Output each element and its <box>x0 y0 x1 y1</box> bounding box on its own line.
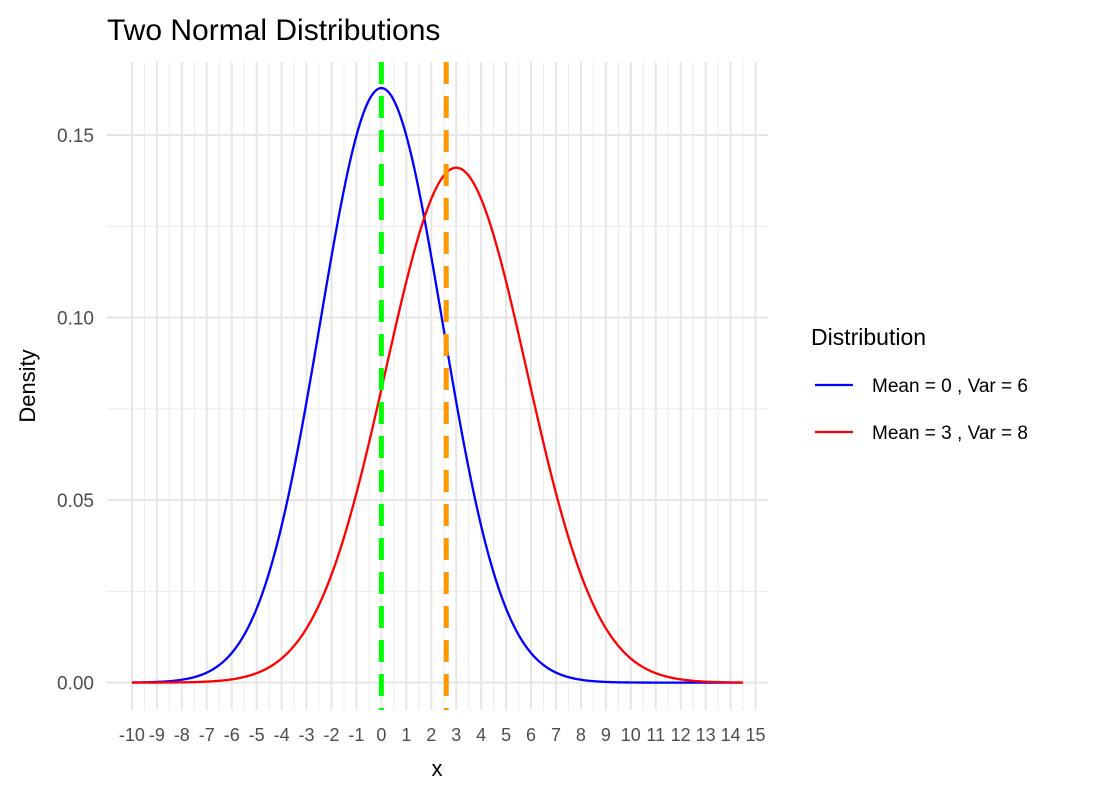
x-tick-label: -5 <box>249 725 265 745</box>
y-axis-label: Density <box>15 349 40 422</box>
x-tick-label: -3 <box>299 725 315 745</box>
y-tick-labels: 0.00 0.05 0.10 0.15 <box>57 126 94 695</box>
x-tick-label: -2 <box>323 725 339 745</box>
x-tick-label: 12 <box>671 725 691 745</box>
series-line-2 <box>131 166 744 684</box>
reference-lines <box>378 62 449 710</box>
x-tick-label: 8 <box>576 725 586 745</box>
x-tick-label: 7 <box>551 725 561 745</box>
x-tick-labels: -10 -9 -8 -7 -6 -5 -4 -3 -2 -1 0 1 2 3 4 5 6 7 8 9 10 11 12 13 1… <box>119 725 766 745</box>
y-tick-label: 0.10 <box>57 309 94 330</box>
series-line-1 <box>131 86 744 684</box>
x-tick-label: 5 <box>501 725 511 745</box>
grid <box>107 62 768 710</box>
series-lines <box>131 86 744 684</box>
x-tick-label: 11 <box>646 725 665 745</box>
x-tick-label: 14 <box>721 725 741 745</box>
x-tick-label: 13 <box>696 725 716 745</box>
x-tick-label: -1 <box>348 725 364 745</box>
x-tick-label: -7 <box>199 725 215 745</box>
legend-item: Mean = 0 , Var = 6 <box>815 376 1028 397</box>
legend: Distribution Mean = 0 , Var = 6 Mean = 3 … <box>811 324 1028 444</box>
x-tick-label: 0 <box>376 725 386 745</box>
x-tick-label: -10 <box>119 725 145 745</box>
legend-label: Mean = 3 , Var = 8 <box>872 423 1028 444</box>
x-tick-label: 6 <box>526 725 536 745</box>
x-tick-label: 10 <box>621 725 641 745</box>
x-tick-label: -4 <box>274 725 290 745</box>
y-tick-label: 0.00 <box>57 674 94 695</box>
x-tick-label: 1 <box>401 725 411 745</box>
y-tick-label: 0.15 <box>57 126 94 147</box>
x-tick-label: 2 <box>426 725 436 745</box>
x-axis-label: x <box>432 756 443 781</box>
x-tick-label: -6 <box>224 725 240 745</box>
legend-title: Distribution <box>811 324 926 350</box>
x-tick-label: 3 <box>451 725 461 745</box>
y-tick-label: 0.05 <box>57 491 94 512</box>
x-tick-label: -9 <box>149 725 165 745</box>
legend-label: Mean = 0 , Var = 6 <box>872 376 1028 397</box>
legend-item: Mean = 3 , Var = 8 <box>815 423 1028 444</box>
x-tick-label: 9 <box>601 725 611 745</box>
x-tick-label: 4 <box>476 725 486 745</box>
legend-items: Mean = 0 , Var = 6 Mean = 3 , Var = 8 <box>815 376 1028 444</box>
chart-title: Two Normal Distributions <box>107 14 440 47</box>
x-tick-label: -8 <box>174 725 190 745</box>
x-tick-label: 15 <box>746 725 766 745</box>
